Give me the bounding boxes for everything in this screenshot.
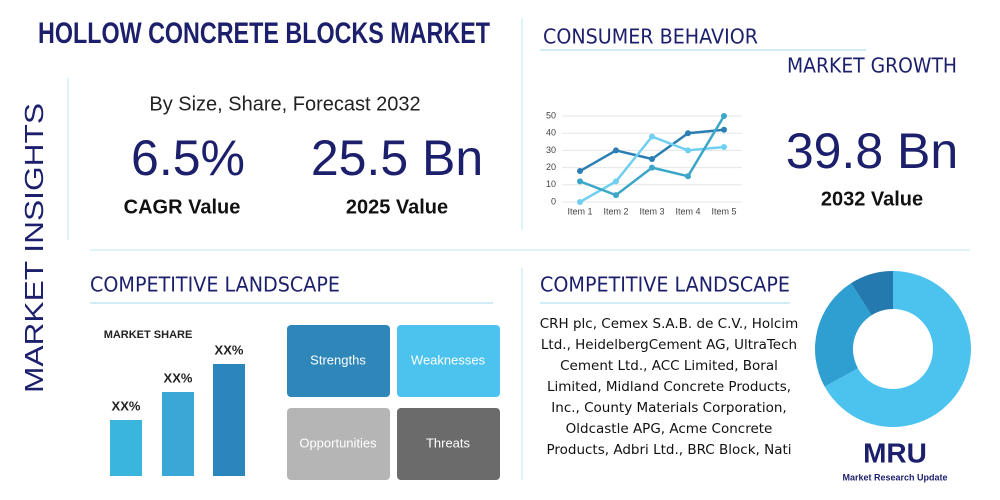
bar — [110, 420, 142, 476]
point — [613, 178, 619, 185]
swot-box — [397, 408, 500, 480]
x-tick-label: Item 1 — [567, 206, 592, 216]
point — [649, 133, 655, 140]
point — [685, 147, 691, 154]
swot-label: Weaknesses — [411, 352, 486, 367]
bar-label: XX% — [215, 342, 244, 357]
subtitle: By Size, Share, Forecast 2032 — [149, 93, 420, 115]
stat-label: 2025 Value — [346, 196, 448, 218]
title: HOLLOW CONCRETE BLOCKS MARKET — [38, 17, 490, 50]
y-tick-label: 30 — [546, 145, 556, 155]
logo-mark: MRU — [863, 437, 927, 468]
bar-label: XX% — [112, 398, 141, 413]
bar — [213, 364, 245, 476]
donut-slice — [851, 271, 893, 316]
stat-value: 39.8 Bn — [786, 123, 958, 179]
point — [577, 178, 583, 185]
stat-label: CAGR Value — [124, 196, 241, 218]
bar-chart-title: MARKET SHARE — [104, 329, 193, 341]
stat-value: 25.5 Bn — [311, 130, 483, 186]
y-tick-label: 0 — [551, 196, 556, 206]
swot-box — [397, 325, 500, 397]
swot-label: Threats — [426, 435, 471, 450]
companies-box: CRH plc, Cemex S.A.B. de C.V., Holcim Lt… — [539, 316, 799, 458]
point — [649, 156, 655, 162]
point — [685, 130, 691, 137]
x-tick-label: Item 2 — [603, 206, 628, 216]
swot-box — [287, 408, 390, 480]
y-tick-label: 50 — [546, 110, 556, 120]
side-label: MARKET INSIGHTS — [19, 103, 49, 393]
point — [577, 168, 583, 175]
donut-slice — [815, 283, 872, 387]
bar — [162, 392, 194, 476]
heading: COMPETITIVE LANDSCAPE — [540, 273, 790, 297]
y-tick-label: 40 — [546, 128, 556, 138]
stat-value: 6.5% — [131, 130, 245, 186]
point — [649, 164, 655, 171]
x-tick-label: Item 4 — [675, 206, 700, 216]
point — [721, 126, 727, 133]
point — [577, 199, 583, 205]
x-tick-label: Item 5 — [711, 206, 736, 216]
heading: MARKET GROWTH — [787, 54, 957, 78]
bar-label: XX% — [164, 370, 193, 385]
swot-label: Strengths — [310, 352, 366, 367]
point — [721, 143, 727, 150]
point — [613, 147, 619, 154]
point — [721, 113, 727, 119]
heading: CONSUMER BEHAVIOR — [543, 25, 758, 49]
heading: COMPETITIVE LANDSCAPE — [90, 273, 340, 297]
y-tick-label: 20 — [546, 162, 556, 172]
stat-label: 2032 Value — [821, 188, 923, 210]
companies: CRH plc, Cemex S.A.B. de C.V., Holcim Lt… — [539, 316, 799, 458]
point — [685, 173, 691, 180]
x-tick-label: Item 3 — [639, 206, 664, 216]
donut-slice — [824, 271, 971, 427]
swot-label: Opportunities — [299, 435, 377, 450]
swot-box — [287, 325, 390, 397]
logo-name: Market Research Update — [842, 472, 947, 482]
point — [613, 192, 619, 199]
y-tick-label: 10 — [546, 179, 556, 189]
